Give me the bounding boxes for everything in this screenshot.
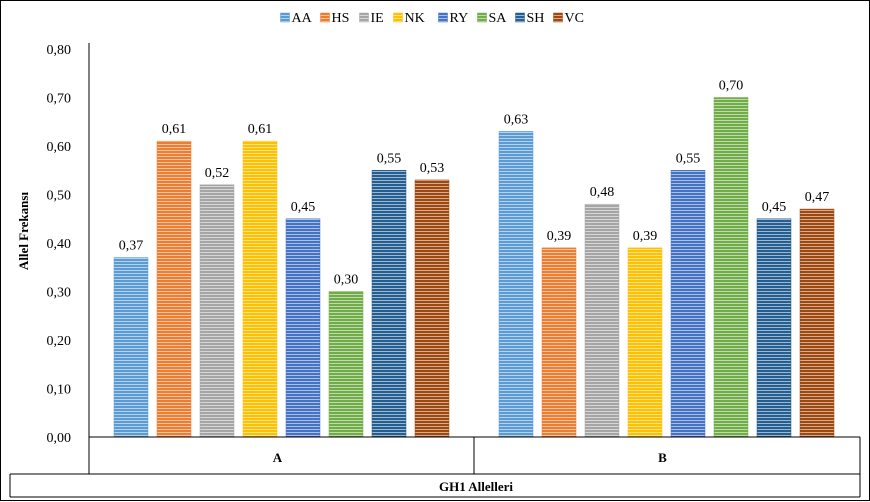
data-label: 0,70 xyxy=(719,79,744,94)
bar-ry-a xyxy=(285,218,321,438)
legend-label: AA xyxy=(292,11,313,26)
legend: AA HS IE NK RY SA SH VC xyxy=(280,11,584,26)
legend-item-aa: AA xyxy=(280,11,313,26)
y-tick-label: 0,30 xyxy=(47,286,72,301)
bar-sa-b xyxy=(713,97,749,438)
legend-swatch xyxy=(477,12,487,23)
bar-sh-a xyxy=(371,170,407,438)
y-axis: 0,00 0,10 0,20 0,30 0,40 0,50 0,60 0,70 0,80 xyxy=(47,43,90,446)
bar-sh-b xyxy=(756,218,792,438)
bar-nk-b xyxy=(627,247,663,438)
data-label: 0,45 xyxy=(291,200,316,215)
bar-vc-a xyxy=(414,179,450,438)
legend-swatch xyxy=(359,12,369,23)
category-label: B xyxy=(658,450,667,465)
data-label: 0,37 xyxy=(119,239,144,254)
data-label: 0,39 xyxy=(633,229,658,244)
bar-ie-b xyxy=(584,203,620,438)
y-tick-label: 0,40 xyxy=(47,237,72,252)
legend-swatch xyxy=(553,12,563,23)
legend-item-sa: SA xyxy=(477,11,508,26)
legend-label: RY xyxy=(450,11,469,26)
legend-item-ry: RY xyxy=(438,11,469,26)
category-label: A xyxy=(273,450,283,465)
y-tick-label: 0,80 xyxy=(47,43,72,58)
legend-label: NK xyxy=(405,11,425,26)
bar-hs-a xyxy=(156,140,192,438)
data-label: 0,52 xyxy=(205,166,230,181)
bar-hs-b xyxy=(541,247,577,438)
bar-nk-a xyxy=(242,140,278,438)
y-tick-label: 0,70 xyxy=(47,92,72,107)
data-label: 0,63 xyxy=(504,112,529,127)
data-label: 0,39 xyxy=(547,229,572,244)
x-axis-title: GH1 Allelleri xyxy=(439,479,513,494)
bar-ie-a xyxy=(199,184,235,438)
data-label: 0,53 xyxy=(420,161,445,176)
y-axis-title: Allel Frekansı xyxy=(16,192,31,271)
legend-item-sh: SH xyxy=(515,11,545,26)
bars xyxy=(113,97,835,438)
bar-ry-b xyxy=(670,170,706,438)
data-label: 0,30 xyxy=(334,273,359,288)
y-tick-label: 0,60 xyxy=(47,140,72,155)
data-label: 0,61 xyxy=(162,122,187,137)
legend-label: VC xyxy=(565,11,584,26)
legend-swatch xyxy=(515,12,525,23)
legend-label: HS xyxy=(332,11,350,26)
y-tick-label: 0,20 xyxy=(47,334,72,349)
legend-label: SH xyxy=(527,11,545,26)
data-label: 0,55 xyxy=(676,151,701,166)
y-tick-label: 0,00 xyxy=(47,431,72,446)
legend-swatch xyxy=(393,12,403,23)
data-label: 0,55 xyxy=(377,151,402,166)
legend-swatch xyxy=(320,12,330,23)
legend-item-vc: VC xyxy=(553,11,584,26)
data-label: 0,48 xyxy=(590,185,615,200)
legend-item-nk: NK xyxy=(393,11,425,26)
bar-aa-b xyxy=(498,131,534,438)
y-tick-label: 0,10 xyxy=(47,383,72,398)
data-label: 0,47 xyxy=(805,190,830,205)
bar-aa-a xyxy=(113,257,149,438)
legend-label: SA xyxy=(489,11,508,26)
legend-swatch xyxy=(280,12,290,23)
legend-swatch xyxy=(438,12,448,23)
bar-vc-b xyxy=(799,208,835,438)
legend-item-hs: HS xyxy=(320,11,350,26)
y-tick-label: 0,50 xyxy=(47,189,72,204)
data-label: 0,61 xyxy=(248,122,273,137)
data-labels: 0,37 0,61 0,52 0,61 0,45 0,30 0,55 0,53 0,63 0,39… xyxy=(119,79,830,288)
data-label: 0,45 xyxy=(762,200,787,215)
bar-sa-a xyxy=(328,291,364,438)
legend-label: IE xyxy=(371,11,384,26)
legend-item-ie: IE xyxy=(359,11,384,26)
